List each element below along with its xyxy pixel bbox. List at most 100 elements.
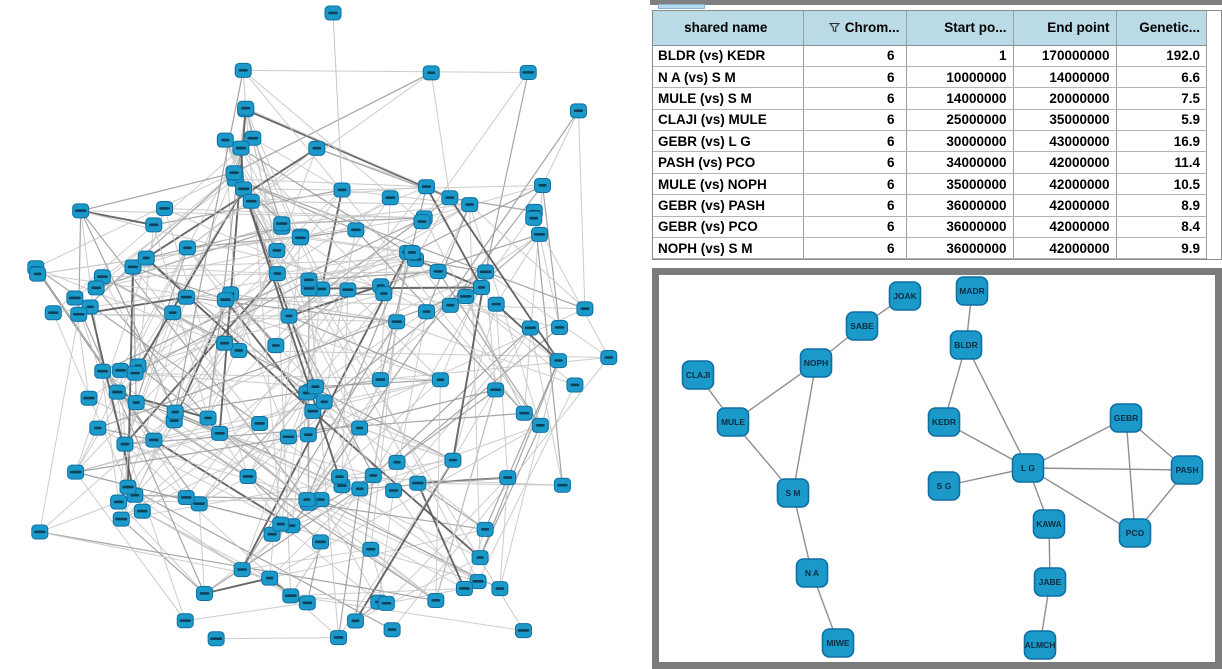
overview-edge[interactable] — [39, 314, 80, 533]
overview-node[interactable] — [211, 425, 229, 441]
overview-node[interactable] — [145, 217, 163, 233]
overview-node[interactable] — [388, 314, 406, 330]
overview-edge[interactable] — [435, 389, 497, 601]
network-node-s-g[interactable]: S G — [927, 471, 961, 501]
overview-node[interactable] — [216, 335, 234, 351]
overview-node[interactable] — [127, 395, 145, 411]
overview-edge[interactable] — [308, 252, 413, 281]
network-node-kawa[interactable]: KAWA — [1032, 509, 1066, 539]
overview-node[interactable] — [112, 511, 130, 527]
overview-node[interactable] — [300, 272, 318, 288]
overview-node[interactable] — [549, 353, 567, 369]
cell-start-position[interactable]: 14000000 — [905, 87, 1013, 110]
overview-edge[interactable] — [39, 531, 270, 579]
overview-edge[interactable] — [134, 494, 243, 571]
overview-edge[interactable] — [321, 259, 416, 290]
overview-node[interactable] — [461, 197, 479, 213]
network-edge-l-g-pco[interactable] — [1027, 467, 1136, 534]
subnetwork-canvas[interactable]: JOAK MADR SABE BLDR NOPH CLAJI MULE KEDR GEBR L G… — [659, 275, 1215, 662]
overview-edge[interactable] — [245, 107, 427, 188]
cell-genetic[interactable]: 16.9 — [1115, 130, 1206, 153]
overview-node[interactable] — [199, 410, 217, 426]
overview-node[interactable] — [235, 181, 253, 197]
overview-edge[interactable] — [198, 423, 261, 505]
overview-node[interactable] — [333, 182, 351, 198]
overview-node[interactable] — [347, 222, 365, 238]
overview-node[interactable] — [67, 464, 85, 480]
overview-edge[interactable] — [290, 595, 524, 632]
network-node-mule[interactable]: MULE — [716, 407, 750, 437]
column-header-start-position[interactable]: Start po... — [905, 11, 1013, 46]
overview-edge[interactable] — [234, 178, 586, 310]
overview-edge[interactable] — [247, 476, 321, 543]
overview-edge[interactable] — [308, 270, 439, 281]
overview-edge[interactable] — [74, 297, 206, 594]
overview-node[interactable] — [351, 481, 369, 497]
overview-edge[interactable] — [300, 235, 479, 582]
overview-edge[interactable] — [465, 296, 559, 362]
overview-edge[interactable] — [198, 503, 206, 594]
overview-edge[interactable] — [386, 588, 465, 604]
overview-node[interactable] — [476, 521, 494, 537]
overview-node[interactable] — [110, 494, 128, 510]
cell-genetic[interactable]: 6.6 — [1115, 66, 1206, 89]
cell-end-point[interactable]: 42000000 — [1012, 194, 1116, 217]
overview-edge[interactable] — [533, 218, 610, 358]
overview-node[interactable] — [66, 290, 84, 306]
cell-chromosome[interactable]: 6 — [802, 237, 906, 260]
table-row[interactable]: MULE (vs) NOPH 6 35000000 42000000 10.5 — [653, 173, 1206, 196]
overview-network-canvas[interactable] — [0, 0, 650, 669]
overview-edge[interactable] — [174, 70, 244, 413]
overview-edge[interactable] — [243, 69, 529, 73]
overview-edge[interactable] — [186, 247, 226, 301]
overview-edge[interactable] — [153, 439, 293, 527]
overview-node[interactable] — [312, 534, 330, 550]
cell-shared-name[interactable]: GEBR (vs) PCO — [653, 216, 803, 239]
overview-edge[interactable] — [230, 293, 289, 438]
overview-edge[interactable] — [542, 110, 579, 186]
overview-node[interactable] — [80, 390, 98, 406]
overview-edge[interactable] — [396, 327, 560, 463]
overview-node[interactable] — [232, 140, 250, 156]
overview-edge[interactable] — [135, 372, 441, 381]
overview-edge[interactable] — [230, 293, 277, 346]
overview-edge[interactable] — [259, 423, 479, 582]
overview-edge[interactable] — [411, 184, 543, 254]
overview-node[interactable] — [137, 250, 155, 266]
overview-edge[interactable] — [435, 379, 441, 601]
overview-edge[interactable] — [216, 637, 339, 640]
cell-chromosome[interactable]: 6 — [802, 130, 906, 153]
cell-genetic[interactable]: 8.4 — [1115, 216, 1206, 239]
overview-edge[interactable] — [74, 297, 186, 621]
overview-edge[interactable] — [529, 327, 563, 486]
overview-edge[interactable] — [469, 204, 481, 558]
network-node-miwe[interactable]: MIWE — [821, 628, 855, 658]
overview-node[interactable] — [417, 179, 435, 195]
table-row[interactable]: NOPH (vs) S M 6 36000000 42000000 9.9 — [653, 237, 1206, 260]
cell-chromosome[interactable]: 6 — [802, 151, 906, 174]
network-node-jabe[interactable]: JABE — [1033, 567, 1067, 597]
overview-node[interactable] — [282, 588, 300, 604]
overview-node[interactable] — [177, 289, 195, 305]
overview-edge[interactable] — [238, 350, 609, 358]
overview-edge[interactable] — [300, 237, 408, 253]
overview-edge[interactable] — [421, 72, 529, 222]
overview-edge[interactable] — [484, 360, 560, 530]
overview-node[interactable] — [441, 297, 459, 313]
overview-edge[interactable] — [240, 147, 385, 294]
overview-edge[interactable] — [225, 293, 384, 301]
overview-edge[interactable] — [323, 229, 357, 402]
overview-node[interactable] — [196, 585, 214, 601]
overview-edge[interactable] — [75, 235, 302, 473]
overview-edge[interactable] — [95, 172, 235, 289]
overview-node[interactable] — [487, 296, 505, 312]
network-edge-bldr-l-g[interactable] — [965, 344, 1029, 469]
cell-chromosome[interactable]: 6 — [802, 173, 906, 196]
overview-node[interactable] — [31, 524, 49, 540]
overview-edge[interactable] — [499, 360, 559, 589]
table-row[interactable]: N A (vs) S M 6 10000000 14000000 6.6 — [653, 66, 1206, 89]
overview-node[interactable] — [272, 516, 290, 532]
cell-genetic[interactable]: 192.0 — [1115, 45, 1206, 67]
cell-chromosome[interactable]: 6 — [802, 87, 906, 110]
overview-node[interactable] — [388, 454, 406, 470]
